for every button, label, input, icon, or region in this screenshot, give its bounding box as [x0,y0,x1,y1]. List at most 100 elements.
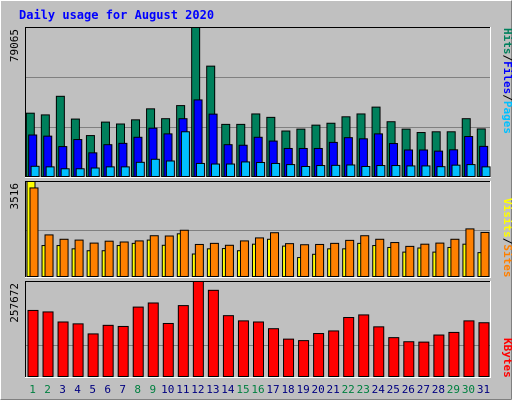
kbytes-bar [72,323,84,378]
kbytes-bar [328,330,340,378]
x-tick-label: 2 [44,383,51,396]
x-tick-label: 16 [251,383,264,396]
kbytes-bar [132,306,144,377]
x-tick-label: 10 [161,383,174,396]
pages-bar [271,162,281,178]
pages-bar [60,168,70,178]
kbytes-bar [268,328,280,377]
kbytes-bar [57,321,69,378]
x-tick-label: 29 [447,383,460,396]
sites-bar [315,243,325,278]
x-tick-label: 25 [387,383,400,396]
kbytes-bar [27,309,39,377]
pages-bar [165,160,175,178]
pages-bar [210,163,220,178]
pages-bar [75,168,85,178]
sites-bar [345,239,355,278]
x-tick-label: 19 [296,383,309,396]
x-tick-label: 24 [372,383,386,396]
sites-bar [405,245,415,277]
sites-bar [209,242,219,277]
pages-bar [90,167,100,177]
pages-bar [436,166,446,177]
kbytes-bar [373,326,385,377]
x-tick-label: 17 [266,383,279,396]
sites-bar [285,243,295,277]
sites-bar [59,238,69,278]
sites-bar [465,228,475,278]
x-tick-label: 9 [149,383,156,396]
pages-bar [331,164,341,178]
x-tick-label: 21 [327,383,340,396]
sites-bar [194,243,204,278]
pages-bar [30,165,40,177]
kbytes-bar [433,334,445,378]
sites-bar [29,187,39,277]
x-tick-label: 3 [59,383,66,396]
panel-hits-files-pages-legend: Hits/Files/Pages [501,28,512,134]
sites-bar [300,244,310,277]
pages-bar [150,158,160,178]
kbytes-bar [343,317,355,377]
sites-bar [44,234,54,277]
kbytes-bar [388,337,400,378]
legend-separator: / [501,55,512,62]
pages-bar [481,166,491,177]
x-tick-label: 7 [119,383,126,396]
sites-bar [239,240,249,277]
legend-files: Files [501,61,512,94]
sites-bar [270,232,280,278]
kbytes-bar [463,320,475,378]
kbytes-bar [222,315,234,377]
panel-hits-files-pages-ymax-label: 79065 [8,29,21,62]
kbytes-bar [237,320,249,378]
pages-bar [466,164,476,178]
kbytes-bar [358,314,370,378]
legend-kbytes: KBytes [501,338,512,378]
pages-bar [286,164,296,178]
sites-bar [89,242,99,278]
kbytes-bar [283,338,295,378]
sites-bar [450,238,460,278]
pages-bar [301,165,311,178]
pages-bar [45,166,55,177]
x-tick-label: 26 [402,383,415,396]
sites-bar [224,244,234,277]
pages-bar [391,165,401,177]
sites-bar [74,239,84,277]
kbytes-bar [177,305,189,377]
x-tick-label: 8 [134,383,141,396]
sites-bar [435,242,445,278]
kbytes-bar [102,324,114,378]
x-tick-label: 4 [74,383,81,396]
x-tick-label: 11 [176,383,189,396]
x-tick-label: 14 [221,383,235,396]
pages-bar [361,165,371,178]
sites-bar [330,242,340,277]
x-tick-label: 1 [29,383,36,396]
sites-bar [179,229,189,278]
panel-kbytes-ymax-label: 257672 [8,283,21,323]
x-tick-label: 27 [417,383,430,396]
pages-bar [406,165,416,178]
kbytes-bar [418,341,430,378]
x-tick-label: 12 [191,383,204,396]
x-tick-label: 13 [206,383,219,396]
panel-visits-sites-legend: Visits/Sites [501,198,512,278]
legend-separator: / [501,94,512,101]
kbytes-bar [207,289,219,377]
panel-kbytes-legend: KBytes [501,338,512,378]
pages-bar [376,165,386,177]
pages-bar [226,163,236,178]
kbytes-bar [448,331,460,377]
x-tick-label: 18 [281,383,294,396]
pages-bar [256,162,266,177]
pages-bar [316,165,326,177]
panel-visits-sites-ymax-label: 3516 [8,183,21,210]
sites-bar [360,235,370,277]
pages-bar [120,166,130,177]
x-tick-label: 23 [357,383,370,396]
x-tick-label: 20 [312,383,325,396]
